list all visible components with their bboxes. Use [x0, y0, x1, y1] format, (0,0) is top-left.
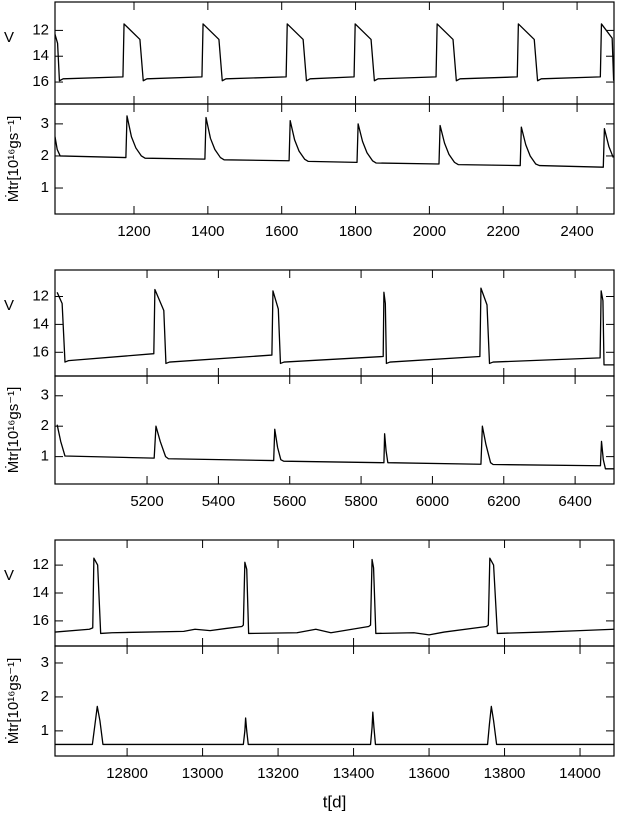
- x-tick-label: 1800: [339, 223, 372, 240]
- light-curve: [55, 23, 614, 82]
- y-tick-label: 2: [41, 417, 49, 434]
- x-tick-label: 2000: [413, 223, 446, 240]
- y-tick-label: 2: [41, 147, 49, 164]
- x-tick-label: 5200: [130, 493, 163, 510]
- y-axis-label: Ṁtr[10¹⁶gs⁻¹]: [4, 116, 22, 203]
- y-tick-label: 16: [32, 343, 49, 360]
- y-tick-label: 3: [41, 654, 49, 671]
- x-tick-label: 13600: [408, 765, 450, 782]
- y-tick-label: 2: [41, 688, 49, 705]
- y-tick-label: 3: [41, 387, 49, 404]
- y-tick-label: 14: [32, 584, 49, 601]
- y-tick-label: 16: [32, 612, 49, 629]
- y-tick-label: 16: [32, 73, 49, 90]
- x-tick-label: 13800: [484, 765, 526, 782]
- y-axis-label: V: [4, 297, 14, 314]
- x-tick-label: 13400: [333, 765, 375, 782]
- x-tick-label: 1600: [265, 223, 298, 240]
- x-tick-label: 13200: [257, 765, 299, 782]
- light-curve: [56, 287, 614, 366]
- y-tick-label: 14: [32, 315, 49, 332]
- y-tick-label: 12: [32, 556, 49, 573]
- x-tick-label: 5800: [344, 493, 377, 510]
- y-tick-label: 14: [32, 47, 49, 64]
- y-tick-label: 12: [32, 21, 49, 38]
- panel-frame: [54, 645, 615, 757]
- light-curve: [55, 557, 614, 636]
- y-tick-label: 1: [41, 722, 49, 739]
- y-tick-label: 12: [32, 287, 49, 304]
- panel-frame: [54, 103, 615, 215]
- x-axis-label: t[d]: [323, 792, 347, 811]
- x-tick-label: 6000: [416, 493, 449, 510]
- panel-frame: [54, 539, 615, 647]
- x-tick-label: 6200: [487, 493, 520, 510]
- x-tick-label: 12800: [106, 765, 148, 782]
- x-tick-label: 5400: [202, 493, 235, 510]
- y-axis-label: V: [4, 567, 14, 584]
- y-axis-label: V: [4, 29, 14, 46]
- light-curve: [55, 705, 614, 746]
- x-tick-label: 1200: [117, 223, 150, 240]
- y-tick-label: 1: [41, 179, 49, 196]
- y-tick-label: 1: [41, 448, 49, 465]
- x-tick-label: 2200: [487, 223, 520, 240]
- x-tick-label: 1400: [191, 223, 224, 240]
- y-axis-label: Ṁtr[10¹⁶gs⁻¹]: [4, 387, 22, 474]
- light-curve: [55, 115, 614, 168]
- x-tick-label: 14000: [559, 765, 601, 782]
- x-tick-label: 2400: [560, 223, 593, 240]
- x-tick-label: 6400: [558, 493, 591, 510]
- x-tick-label: 5600: [273, 493, 306, 510]
- x-tick-label: 13000: [182, 765, 224, 782]
- panel-frame: [54, 375, 615, 485]
- y-axis-label: Ṁtr[10¹⁶gs⁻¹]: [4, 658, 22, 745]
- light-curve: [56, 424, 614, 470]
- y-tick-label: 3: [41, 115, 49, 132]
- panel-frame: [54, 1, 615, 105]
